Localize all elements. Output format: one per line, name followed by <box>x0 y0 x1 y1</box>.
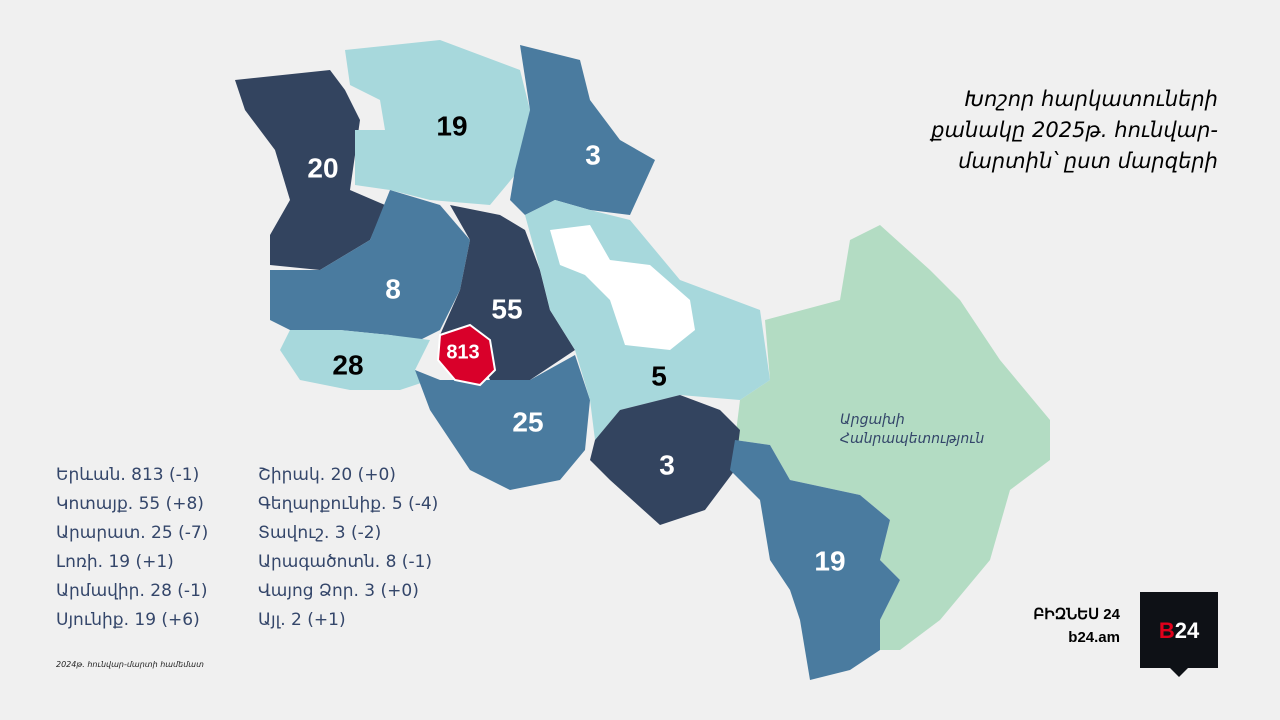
legend-item: Կոտայք. 55 (+8) <box>56 494 204 514</box>
legend-item: Տավուշ. 3 (-2) <box>258 523 382 543</box>
region-label: 55 <box>491 293 522 324</box>
legend-column: Շիրակ. 20 (+0) Գեղարքունիք. 5 (-4) Տավուշ.… <box>258 461 438 635</box>
logo-num: 24 <box>1175 618 1200 643</box>
region-yerevan <box>436 323 497 387</box>
region-ararat <box>415 355 590 490</box>
region-label: 3 <box>659 449 675 480</box>
legend-column: Երևան. 813 (-1) Կոտայք. 55 (+8) Արարատ. 25… <box>56 461 226 635</box>
brand-site: b24.am <box>1068 629 1120 646</box>
legend-item: Արարատ. 25 (-7) <box>56 523 209 543</box>
legend-item: Սյունիք. 19 (+6) <box>56 610 200 630</box>
legend-item: Այլ. 2 (+1) <box>258 610 346 630</box>
region-vayots-dzor <box>590 395 740 525</box>
lake-sevan <box>550 225 695 350</box>
region-armavir <box>280 330 430 390</box>
region-syunik <box>730 440 900 680</box>
legend-item: Երևան. 813 (-1) <box>56 465 200 485</box>
legend-item: Գեղարքունիք. 5 (-4) <box>258 494 439 514</box>
artsakh-label: Հանրապետություն <box>840 431 984 447</box>
region-shirak <box>235 70 385 270</box>
region-label: 28 <box>332 349 363 380</box>
title: Խոշոր հարկատուների քանակը 2025թ. հունվար… <box>931 84 1218 177</box>
region-label: 19 <box>814 545 845 576</box>
title-line: քանակը 2025թ. հունվար- <box>931 118 1218 142</box>
region-artsakh <box>735 225 1050 650</box>
legend: Երևան. 813 (-1) Կոտայք. 55 (+8) Արարատ. 25… <box>56 461 438 635</box>
title-line: մարտին՝ ըստ մարզերի <box>958 149 1218 173</box>
region-label: 8 <box>385 273 401 304</box>
region-label: 813 <box>446 341 479 363</box>
legend-item: Լոռի. 19 (+1) <box>56 552 174 572</box>
region-label: 5 <box>651 360 667 391</box>
region-tavush <box>510 45 655 215</box>
logo: B24 <box>1159 618 1200 643</box>
footnote: 2024թ. հունվար-մարտի համեմատ <box>56 660 204 669</box>
logo-pointer <box>1170 668 1188 677</box>
legend-item: Շիրակ. 20 (+0) <box>258 465 396 485</box>
logo-b: B <box>1159 618 1175 643</box>
region-label: 20 <box>307 152 338 183</box>
legend-item: Արագածոտն. 8 (-1) <box>258 552 433 572</box>
logo-box <box>1140 592 1218 668</box>
brand-name: ԲԻԶՆԵՍ 24 <box>1033 606 1120 623</box>
region-label: 3 <box>585 139 601 170</box>
legend-item: Արմավիր. 28 (-1) <box>56 581 208 601</box>
artsakh-label: Արցախի <box>840 412 905 428</box>
region-lori <box>345 40 530 205</box>
region-aragatsotn <box>270 190 470 340</box>
legend-item: Վայոց Ձոր. 3 (+0) <box>258 581 419 601</box>
title-line: Խոշոր հարկատուների <box>964 87 1218 111</box>
region-label: 25 <box>512 406 543 437</box>
region-label: 19 <box>436 110 467 141</box>
